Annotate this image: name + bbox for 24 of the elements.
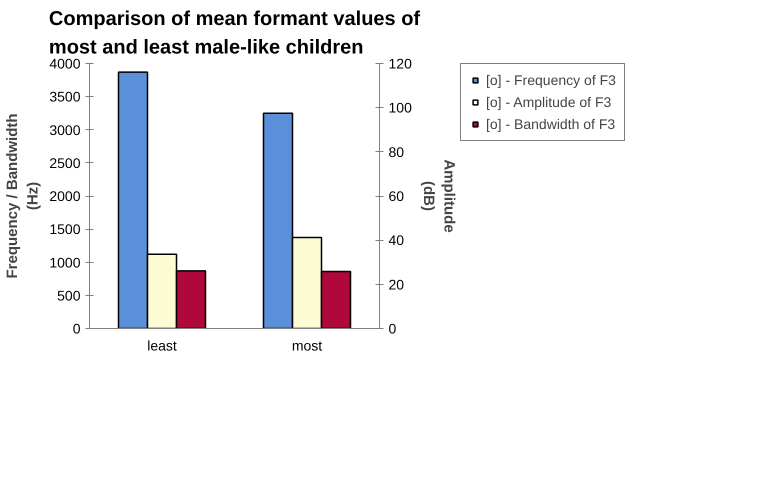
y-tick-label: 2500 (49, 154, 81, 171)
y-tick-label: 0 (72, 320, 81, 336)
y-tick-label: 4000 (49, 56, 81, 72)
y2-tick-label: 0 (388, 320, 396, 336)
y-tick-label: 1500 (49, 221, 81, 238)
y2-tick-label: 60 (388, 188, 404, 204)
legend-label: [o] - Frequency of F3 (486, 72, 616, 88)
y-tick-label: 3500 (49, 88, 81, 105)
x-tick-label: most (292, 338, 322, 354)
y-tick-label: 2000 (49, 188, 81, 204)
legend-label: [o] - Bandwidth of F3 (486, 116, 616, 132)
y2-tick-label: 40 (388, 232, 404, 248)
y2-axis-title: Amplitude (dB) (420, 159, 458, 233)
y-tick-label: 500 (57, 287, 81, 304)
x-tick-label: least (147, 338, 177, 354)
y-tick-label: 1000 (49, 254, 81, 270)
y2-tick-label: 120 (388, 56, 412, 72)
legend-label: [o] - Amplitude of F3 (486, 94, 612, 110)
y-tick-label: 3000 (49, 122, 81, 138)
y-axis-title: Frequency / Bandwidth (Hz) (4, 113, 42, 279)
y2-tick-label: 100 (388, 100, 412, 116)
y2-tick-label: 20 (388, 276, 404, 292)
y2-tick-label: 80 (388, 144, 404, 160)
chart-title: Comparison of mean formant values of most and least male-like children (48, 8, 420, 58)
